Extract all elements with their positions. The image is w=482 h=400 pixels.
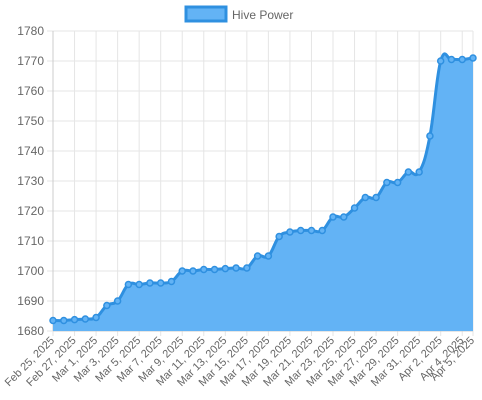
series-area (52, 52, 474, 332)
legend[interactable]: Hive Power (184, 5, 293, 23)
data-point[interactable] (189, 267, 197, 275)
data-point[interactable] (307, 226, 316, 235)
data-point[interactable] (404, 168, 413, 176)
data-point[interactable] (221, 264, 230, 273)
data-point[interactable] (447, 55, 456, 64)
series-points (49, 54, 477, 325)
data-point[interactable] (383, 178, 391, 187)
data-point[interactable] (92, 313, 100, 322)
series-line (52, 52, 474, 323)
data-point[interactable] (340, 213, 348, 221)
y-tick-label: 1750 (17, 114, 44, 128)
data-point[interactable] (200, 265, 208, 274)
data-point[interactable] (350, 204, 359, 212)
data-point[interactable] (81, 315, 90, 323)
y-tick-label: 1680 (17, 324, 44, 338)
data-point[interactable] (296, 226, 305, 235)
y-tick-label: 1730 (17, 174, 44, 188)
y-tick-label: 1710 (17, 234, 44, 248)
y-axis: 1680 1690 1700 1710 1720 1730 1740 1750 1760 1770… (17, 24, 44, 338)
y-tick-label: 1740 (17, 144, 44, 158)
data-point[interactable] (253, 252, 262, 260)
data-point[interactable] (178, 267, 186, 275)
data-point[interactable] (458, 55, 466, 64)
y-tick-label: 1770 (17, 54, 44, 68)
data-point[interactable] (361, 193, 370, 202)
data-point[interactable] (436, 57, 445, 65)
y-tick-label: 1780 (17, 24, 44, 38)
legend-label[interactable]: Hive Power (232, 8, 293, 22)
data-point[interactable] (318, 226, 326, 235)
data-point[interactable] (426, 132, 434, 140)
data-point[interactable] (49, 316, 57, 325)
data-point[interactable] (210, 265, 219, 274)
legend-swatch[interactable] (184, 5, 228, 23)
data-point[interactable] (469, 54, 477, 62)
data-point[interactable] (415, 168, 423, 176)
y-tick-label: 1690 (17, 294, 44, 308)
data-point[interactable] (60, 316, 68, 325)
data-point[interactable] (70, 315, 79, 324)
data-point[interactable] (146, 279, 154, 287)
y-tick-label: 1700 (17, 264, 44, 278)
data-point[interactable] (156, 279, 165, 287)
data-point[interactable] (167, 277, 176, 286)
y-tick-label: 1760 (17, 84, 44, 98)
data-point[interactable] (103, 301, 111, 310)
data-point[interactable] (275, 232, 283, 241)
y-tick-label: 1720 (17, 204, 44, 218)
data-point[interactable] (135, 280, 143, 289)
data-point[interactable] (393, 178, 402, 187)
series-area-fill (53, 53, 473, 332)
data-point[interactable] (286, 228, 294, 236)
data-point[interactable] (113, 297, 122, 305)
data-point[interactable] (264, 252, 273, 260)
data-point[interactable] (329, 213, 337, 221)
data-point[interactable] (243, 264, 251, 272)
data-point[interactable] (232, 264, 240, 272)
data-point[interactable] (372, 193, 380, 202)
data-point[interactable] (124, 280, 133, 289)
